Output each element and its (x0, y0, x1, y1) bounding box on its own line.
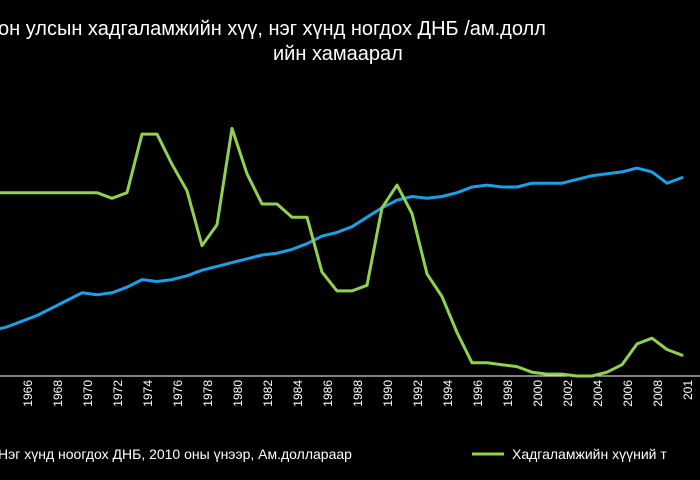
x-tick-label: 1966 (21, 380, 35, 407)
x-tick-label: 1980 (231, 380, 245, 407)
x-tick-label: 1974 (141, 380, 155, 407)
legend-label-interest: Хадгаламжийн хүүний т (512, 446, 667, 462)
x-tick-label: 1984 (291, 380, 305, 407)
x-tick-label: 201 (681, 380, 695, 400)
x-tick-label: 1998 (501, 380, 515, 407)
chart-title-line-2: ийн хамаарал (273, 43, 403, 65)
series-lines (0, 126, 684, 378)
chart-title-line-1: он улсын хадгаламжийн хүү, нэг хүнд ногд… (0, 18, 546, 40)
x-tick-label: 2002 (561, 380, 575, 407)
x-tick-label: 1976 (171, 380, 185, 407)
x-tick-label: 1986 (321, 380, 335, 407)
x-tick-label: 2006 (621, 380, 635, 407)
x-tick-label: 2008 (651, 380, 665, 407)
x-tick-label: 1990 (381, 380, 395, 407)
series-line-interest (0, 126, 684, 378)
x-tick-label: 1968 (51, 380, 65, 407)
x-tick-label: 1988 (351, 380, 365, 407)
x-tick-label: 2000 (531, 380, 545, 407)
x-tick-label: 1982 (261, 380, 275, 407)
x-tick-labels: 1966 1968 1970 1972 1974 1976 1978 1980 1982 1984… (21, 380, 695, 407)
x-tick-label: 1996 (471, 380, 485, 407)
x-tick-label: 1978 (201, 380, 215, 407)
x-tick-label: 1994 (441, 380, 455, 407)
x-tick-label: 1972 (111, 380, 125, 407)
series-line-gdp (0, 166, 684, 331)
legend-label-gdp: Нэг хүнд ноогдох ДНБ, 2010 оны үнээр, Ам… (0, 446, 352, 462)
x-tick-label: 1992 (411, 380, 425, 407)
x-tick-label: 2004 (591, 380, 605, 407)
x-tick-label: 1970 (81, 380, 95, 407)
